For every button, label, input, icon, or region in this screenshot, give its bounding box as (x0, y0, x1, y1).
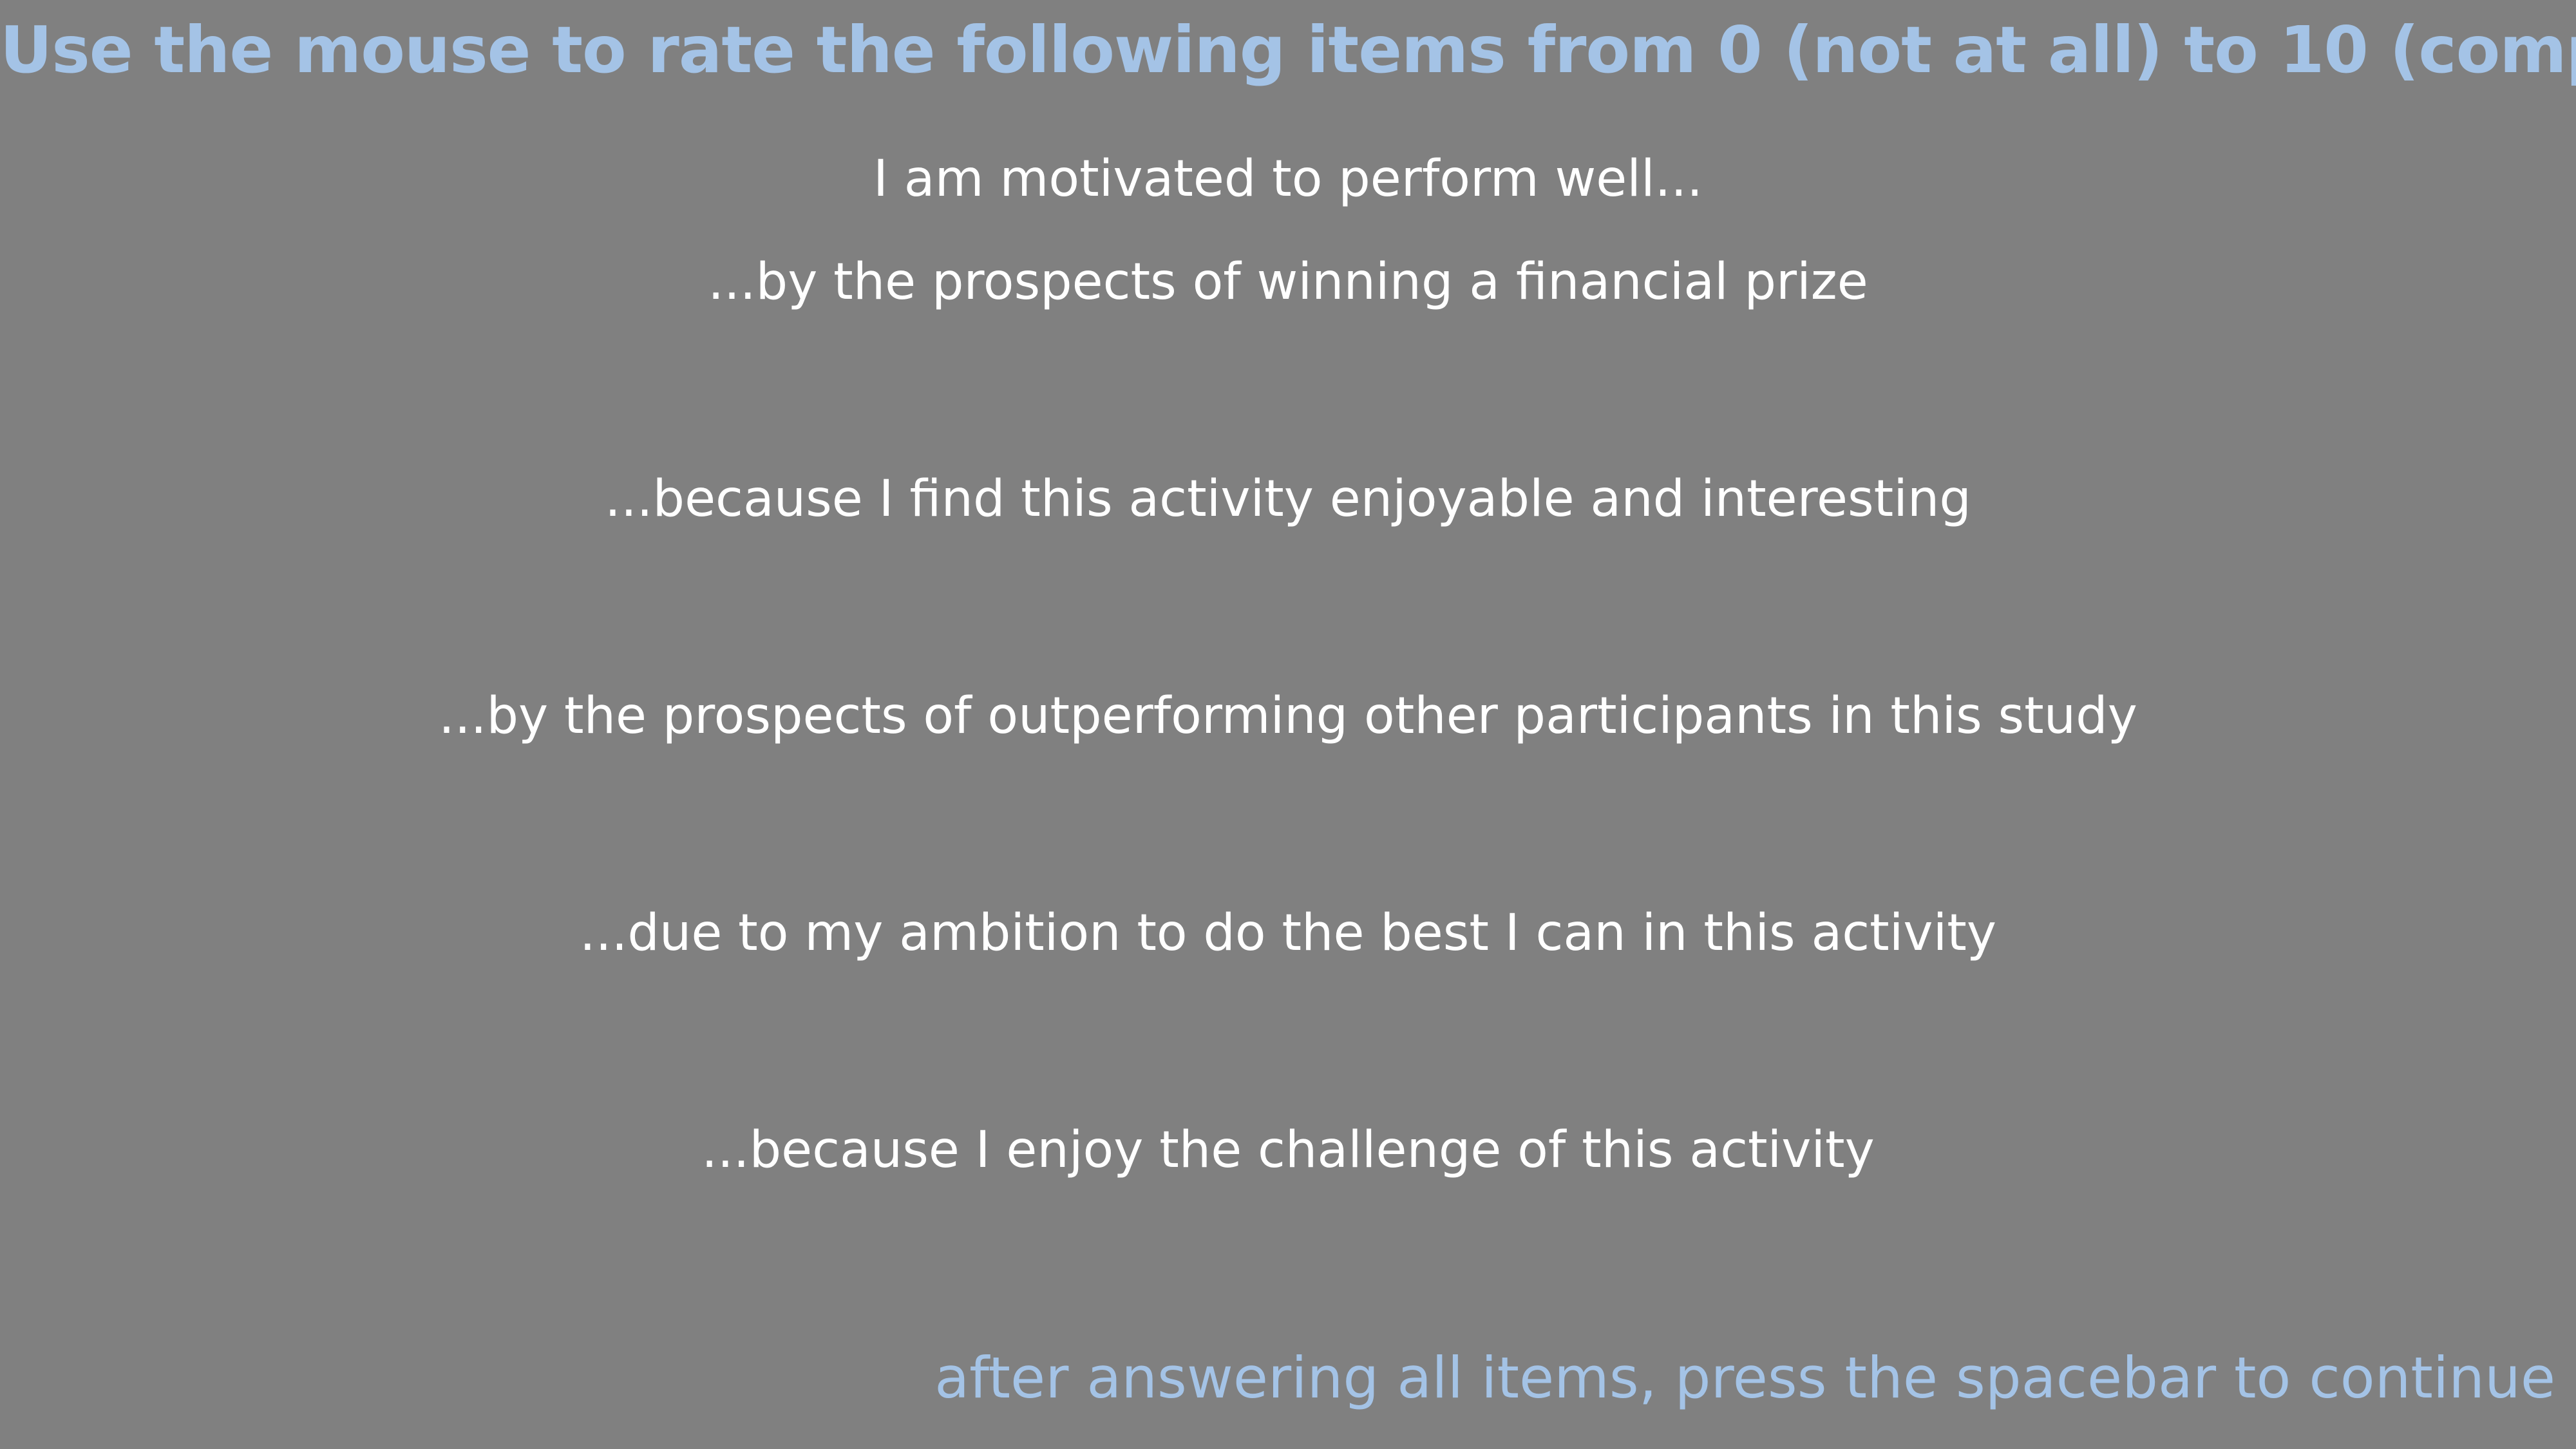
instructions-title: Use the mouse to rate the following item… (0, 12, 2576, 88)
rating-item-financial-prize[interactable]: ...by the prospects of winning a financi… (708, 253, 1868, 311)
rating-item-outperforming-others[interactable]: ...by the prospects of outperforming oth… (439, 687, 2137, 745)
rating-item-challenge[interactable]: ...because I enjoy the challenge of this… (701, 1121, 1875, 1179)
questionnaire-prompt: I am motivated to perform well... (873, 150, 1703, 208)
rating-item-enjoyable-interesting[interactable]: ...because I find this activity enjoyabl… (605, 470, 1971, 528)
continue-instruction: after answering all items, press the spa… (934, 1345, 2555, 1411)
rating-item-ambition[interactable]: ...due to my ambition to do the best I c… (580, 904, 1996, 962)
